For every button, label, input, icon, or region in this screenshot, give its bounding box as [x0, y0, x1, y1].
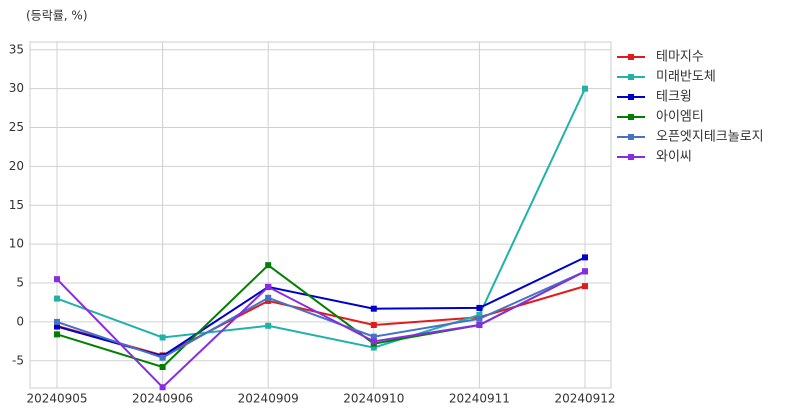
legend-marker — [628, 74, 634, 80]
y-tick-label: 15 — [9, 198, 24, 212]
legend-marker — [628, 154, 634, 160]
point — [265, 297, 272, 304]
legend-label: 아이엠티 — [656, 110, 704, 125]
legend-label: 와이씨 — [656, 150, 692, 165]
point — [582, 283, 588, 290]
point — [265, 322, 272, 329]
point — [159, 354, 166, 361]
series-line — [56, 270, 586, 389]
y-tick-label: 30 — [9, 81, 24, 95]
series-line — [56, 263, 586, 369]
point — [159, 384, 166, 391]
legend-marker — [628, 54, 634, 60]
y-tick-label: 20 — [9, 159, 24, 173]
point — [54, 331, 60, 338]
legend-marker — [628, 134, 634, 140]
point — [54, 276, 60, 283]
point — [370, 322, 377, 329]
point — [54, 318, 60, 325]
point — [370, 333, 377, 340]
x-tick-label: 20240912 — [554, 392, 615, 406]
series-line — [56, 88, 586, 349]
legend-marker — [628, 114, 634, 120]
x-tick-label: 20240910 — [343, 392, 404, 406]
x-tick-label: 20240906 — [132, 392, 193, 406]
y-tick-label: 35 — [9, 42, 24, 56]
point — [265, 262, 272, 269]
point — [582, 85, 588, 92]
point — [54, 323, 60, 330]
legend-label: 오픈엣지테크놀로지 — [656, 130, 764, 145]
point — [476, 311, 483, 318]
y-tick-label: 25 — [9, 120, 24, 134]
point — [159, 364, 166, 371]
point — [265, 294, 272, 301]
plot-area — [29, 41, 612, 389]
point — [370, 344, 377, 351]
y-axis-label: (등락률, %) — [26, 9, 88, 23]
point — [54, 295, 60, 302]
point — [265, 283, 272, 290]
point — [370, 305, 377, 312]
series-line — [56, 285, 586, 357]
series-line — [56, 270, 586, 359]
point — [582, 268, 588, 275]
point — [370, 338, 377, 345]
x-tick-label: 20240905 — [26, 392, 87, 406]
y-tick-label: -5 — [12, 353, 24, 367]
point — [476, 322, 483, 329]
legend-label: 미래반도체 — [656, 70, 716, 85]
x-tick-label: 20240909 — [238, 392, 299, 406]
point — [582, 254, 588, 261]
point — [476, 315, 483, 322]
y-tick-label: 5 — [16, 276, 24, 290]
point — [159, 334, 166, 341]
x-tick-label: 20240911 — [449, 392, 510, 406]
legend-label: 테마지수 — [656, 50, 704, 65]
y-tick-label: 10 — [9, 237, 24, 251]
y-tick-label: 0 — [16, 314, 24, 328]
point — [476, 304, 483, 311]
legend-label: 테크윙 — [656, 89, 692, 105]
legend-marker — [628, 94, 634, 100]
